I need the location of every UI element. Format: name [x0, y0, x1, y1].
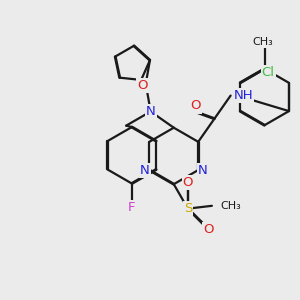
Text: F: F — [128, 201, 136, 214]
Text: N: N — [146, 105, 155, 118]
Text: O: O — [190, 100, 201, 112]
Text: CH₃: CH₃ — [253, 37, 273, 46]
Text: Cl: Cl — [262, 67, 275, 80]
Text: N: N — [140, 164, 150, 177]
Text: NH: NH — [234, 89, 253, 102]
Text: CH₃: CH₃ — [221, 201, 242, 211]
Text: O: O — [203, 223, 214, 236]
Text: N: N — [198, 164, 208, 177]
Text: O: O — [137, 79, 148, 92]
Text: S: S — [184, 202, 192, 215]
Text: O: O — [183, 176, 193, 189]
